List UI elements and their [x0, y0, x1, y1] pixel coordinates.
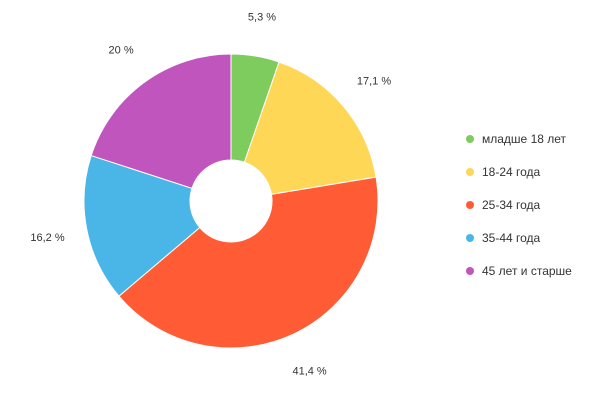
- legend-label: 18-24 года: [482, 164, 541, 179]
- legend-marker: [466, 266, 474, 275]
- slices-group: [83, 53, 379, 349]
- donut-slice-4: [83, 154, 201, 297]
- legend-marker: [466, 200, 474, 209]
- slice-label-2: 17,1 %: [357, 75, 391, 87]
- donut-slice-5: [90, 53, 232, 189]
- legend-item-1[interactable]: младше 18 лет: [466, 122, 572, 155]
- legend-marker: [466, 134, 474, 143]
- slice-labels-group: 5,3 % 17,1 % 41,4 % 16,2 % 20 %: [30, 12, 391, 378]
- slice-label-5: 20 %: [109, 45, 134, 57]
- legend-item-5[interactable]: 45 лет и старше: [466, 254, 572, 287]
- slice-label-1: 5,3 %: [248, 12, 276, 24]
- legend-label: младше 18 лет: [482, 131, 567, 146]
- legend-item-4[interactable]: 35-44 года: [466, 221, 572, 254]
- legend-label: 45 лет и старше: [482, 263, 572, 278]
- legend-label: 25-34 года: [482, 197, 541, 212]
- slice-label-3: 41,4 %: [292, 366, 326, 378]
- legend-marker: [466, 233, 474, 242]
- legend-item-2[interactable]: 18-24 года: [466, 155, 572, 188]
- legend-marker: [466, 167, 474, 176]
- legend-label: 35-44 года: [482, 230, 541, 245]
- slice-label-4: 16,2 %: [30, 232, 64, 244]
- donut-slice-2: [243, 61, 377, 195]
- donut-slice-3: [118, 176, 379, 349]
- legend: младше 18 лет 18-24 года 25-34 года 35-44 г…: [466, 122, 572, 287]
- legend-item-3[interactable]: 25-34 года: [466, 188, 572, 221]
